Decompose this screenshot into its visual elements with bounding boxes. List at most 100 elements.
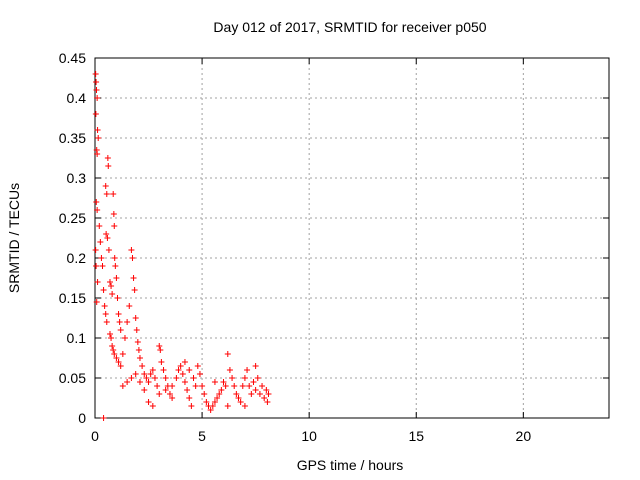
data-point: [207, 407, 214, 413]
data-point: [103, 231, 110, 237]
data-point: [216, 391, 223, 397]
data-point: [162, 387, 169, 393]
data-point: [186, 395, 193, 401]
data-point: [141, 387, 148, 393]
data-point: [99, 263, 106, 269]
data-point: [203, 399, 210, 405]
data-point: [112, 263, 119, 269]
data-point: [117, 363, 124, 369]
x-tick-label: 0: [91, 428, 99, 444]
data-point: [136, 355, 143, 361]
data-point: [224, 351, 231, 357]
data-point: [128, 247, 135, 253]
data-point: [196, 371, 203, 377]
data-point: [156, 343, 163, 349]
data-point: [192, 383, 199, 389]
data-point: [201, 391, 208, 397]
data-point: [218, 387, 225, 393]
data-point: [115, 359, 122, 365]
data-point: [136, 379, 143, 385]
y-tick-label: 0.25: [59, 210, 86, 226]
data-point: [132, 315, 139, 321]
data-point: [149, 367, 156, 373]
x-tick-label: 5: [198, 428, 206, 444]
y-tick-label: 0.05: [59, 370, 86, 386]
chart-title: Day 012 of 2017, SRMTID for receiver p05…: [213, 19, 486, 35]
data-point: [126, 303, 133, 309]
data-point: [106, 331, 113, 337]
data-point: [154, 383, 161, 389]
data-point: [97, 239, 104, 245]
data-point: [211, 379, 218, 385]
x-tick-label: 15: [408, 428, 424, 444]
data-point: [103, 319, 110, 325]
y-axis-label: SRMTID / TECUs: [6, 183, 22, 293]
data-point: [143, 375, 150, 381]
data-point: [244, 367, 251, 373]
data-point: [252, 363, 259, 369]
data-point: [92, 247, 99, 253]
data-point: [93, 299, 100, 305]
data-point: [226, 367, 233, 373]
data-point: [93, 79, 100, 85]
y-tick-label: 0.45: [59, 50, 86, 66]
data-point: [108, 283, 115, 289]
data-point: [151, 375, 158, 381]
data-point: [248, 391, 255, 397]
data-point: [131, 287, 138, 293]
x-tick-label: 20: [516, 428, 532, 444]
data-point: [96, 223, 103, 229]
data-point: [94, 127, 101, 133]
data-point: [179, 371, 186, 377]
x-axis-label: GPS time / hours: [297, 457, 404, 473]
data-point: [111, 223, 118, 229]
data-point: [93, 263, 100, 269]
data-point: [166, 391, 173, 397]
data-point: [145, 379, 152, 385]
data-point: [145, 399, 152, 405]
data-point: [157, 347, 164, 353]
data-point: [93, 87, 100, 93]
data-point: [190, 375, 197, 381]
data-point: [147, 371, 154, 377]
y-tick-label: 0.15: [59, 290, 86, 306]
data-point: [224, 403, 231, 409]
y-tick-label: 0.3: [67, 170, 87, 186]
data-point: [233, 391, 240, 397]
data-point: [92, 111, 99, 117]
data-point: [263, 387, 270, 393]
y-tick-label: 0.1: [67, 330, 87, 346]
data-point: [132, 371, 139, 377]
data-point: [177, 363, 184, 369]
y-tick-label: 0.35: [59, 130, 86, 146]
data-point: [111, 351, 118, 357]
data-point: [114, 295, 121, 301]
data-point: [252, 387, 259, 393]
data-point: [139, 363, 146, 369]
data-point: [117, 327, 124, 333]
data-point: [194, 363, 201, 369]
data-point: [222, 383, 229, 389]
data-point: [109, 291, 116, 297]
data-point: [93, 199, 100, 205]
data-point: [241, 375, 248, 381]
data-point: [94, 95, 101, 101]
data-point: [250, 379, 257, 385]
axis-ticks: [94, 57, 609, 419]
data-point: [100, 287, 107, 293]
data-point: [119, 351, 126, 357]
data-point: [214, 395, 221, 401]
data-point: [94, 279, 101, 285]
data-point: [108, 335, 115, 341]
data-point: [246, 383, 253, 389]
data-point: [264, 399, 271, 405]
data-point: [169, 395, 176, 401]
data-point: [116, 319, 123, 325]
data-point: [109, 343, 116, 349]
data-points: [92, 71, 272, 421]
data-point: [115, 311, 122, 317]
data-point: [110, 347, 117, 353]
data-point: [220, 379, 227, 385]
data-point: [261, 395, 268, 401]
data-point: [141, 371, 148, 377]
